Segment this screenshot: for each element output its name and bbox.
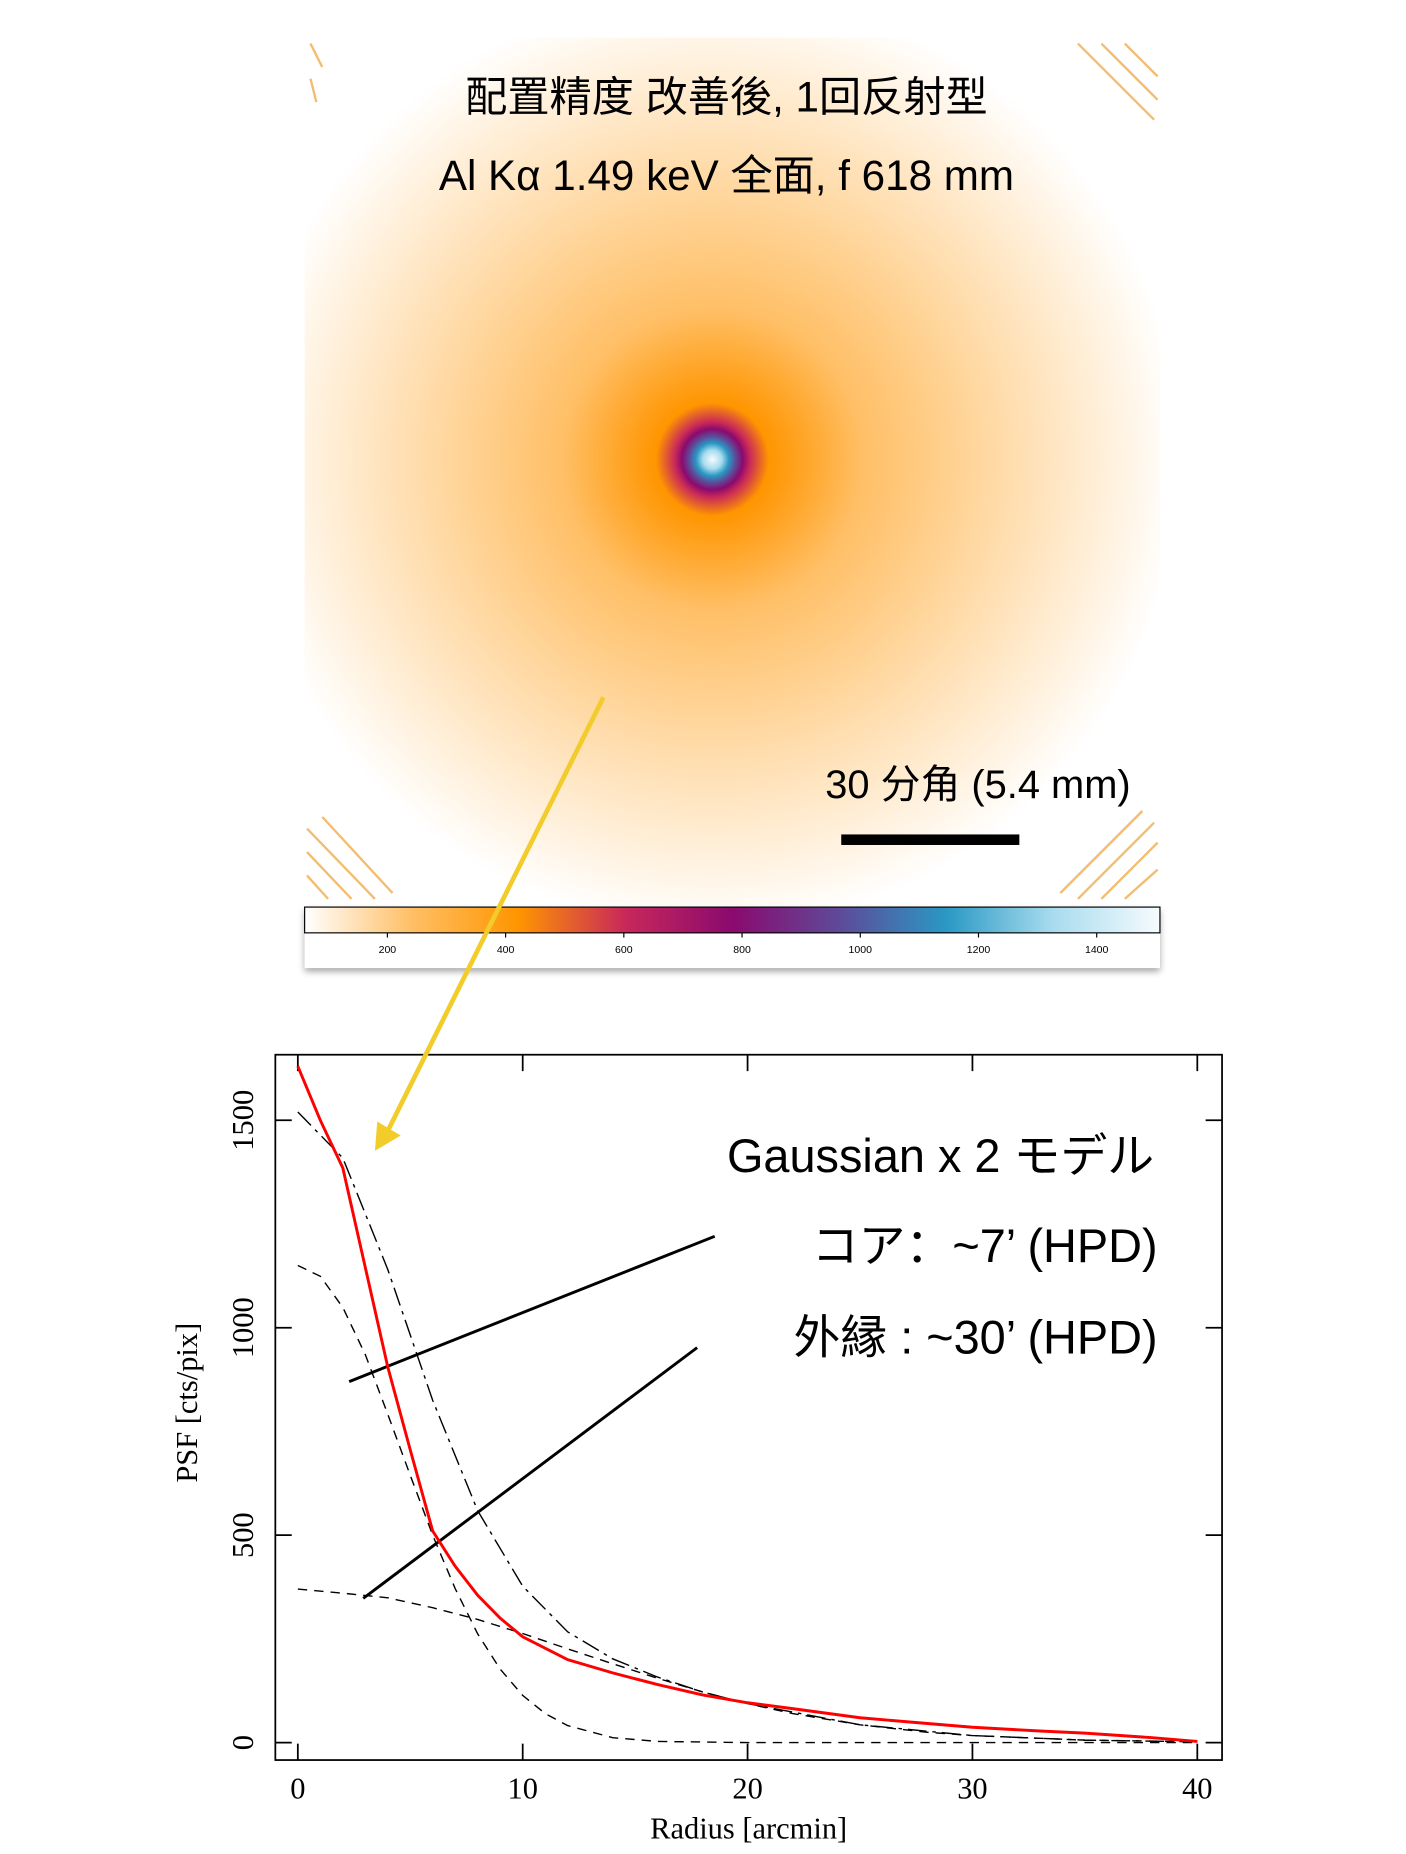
x-tick-label: 0 — [290, 1772, 305, 1806]
arrow — [384, 696, 606, 1135]
leader-line — [362, 1346, 699, 1600]
colorbar-tick-label: 200 — [379, 944, 397, 956]
annotation: Gaussian x 2 モデル — [727, 1130, 1154, 1182]
y-tick-label: 500 — [226, 1512, 260, 1558]
psf-map — [304, 37, 1160, 905]
colorbar-tick-label: 600 — [615, 944, 633, 956]
y-tick-label: 0 — [226, 1735, 260, 1750]
image-title: 配置精度 改善後, 1回反射型 — [465, 74, 988, 121]
colorbar-tick-label: 1000 — [849, 944, 873, 956]
plot-frame — [274, 1053, 1223, 1761]
y-tick-label: 1500 — [226, 1090, 260, 1151]
arrow-head — [374, 1121, 401, 1151]
y-tick-label: 1000 — [226, 1297, 260, 1358]
annotation: 外縁 : ~30’ (HPD) — [793, 1311, 1157, 1363]
colorbar-tick-label: 1200 — [967, 944, 991, 956]
colorbar — [304, 906, 1161, 934]
x-tick-label: 10 — [507, 1772, 537, 1806]
x-tick-label: 20 — [732, 1772, 762, 1806]
series-line — [297, 1588, 1198, 1743]
x-tick-label: 40 — [1182, 1772, 1212, 1806]
scale-bar-label: 30 分角 (5.4 mm) — [825, 763, 1130, 807]
y-axis-label: PSF [cts/pix] — [170, 1323, 204, 1483]
colorbar-tick-label: 800 — [733, 944, 751, 956]
colorbar-tick-label: 1400 — [1085, 944, 1109, 956]
colorbar-tick-label: 400 — [497, 944, 515, 956]
series-line — [297, 1264, 1198, 1744]
leader-line — [348, 1234, 716, 1383]
x-axis-label: Radius [arcmin] — [650, 1812, 847, 1846]
scale-bar — [841, 834, 1020, 845]
series-line — [296, 1065, 1198, 1743]
x-tick-label: 30 — [957, 1772, 987, 1806]
corner-structure — [306, 42, 1159, 900]
psf-image: 配置精度 改善後, 1回反射型 Al Kα 1.49 keV 全面, f 618… — [304, 37, 1161, 969]
image-subtitle: Al Kα 1.49 keV 全面, f 618 mm — [439, 152, 1014, 199]
series-line — [297, 1111, 1198, 1743]
annotation: コア：~7’ (HPD) — [812, 1220, 1158, 1272]
